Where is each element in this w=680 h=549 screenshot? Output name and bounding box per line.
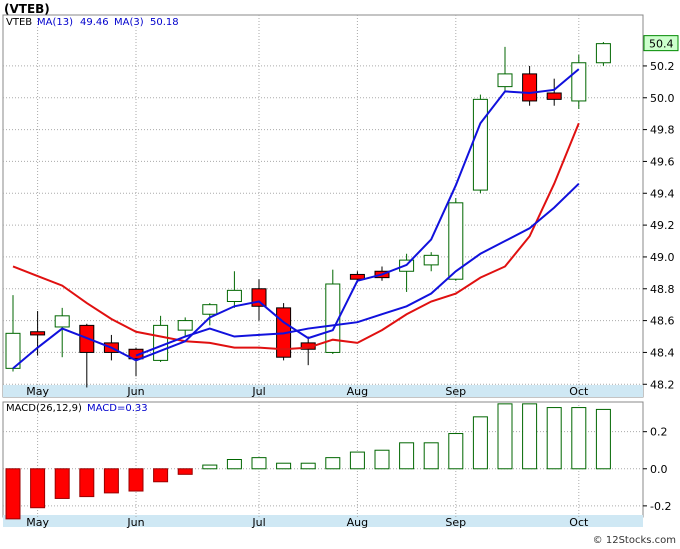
legend-ma3-label: MA(3) (114, 17, 144, 28)
price-tick-label: 48.8 (650, 283, 675, 296)
candle-body (472, 98, 488, 191)
month-label: Jul (251, 385, 265, 398)
macd-bar (54, 468, 70, 499)
ma13-line (135, 182, 580, 357)
price-tick-label: 49.0 (650, 251, 675, 264)
macd-bar (276, 462, 292, 470)
month-label: Oct (569, 516, 589, 529)
macd-bars (5, 403, 611, 520)
month-label: Jun (126, 516, 144, 529)
price-panel-frame (2, 14, 644, 398)
month-label: Oct (569, 385, 589, 398)
price-tick-label: 48.4 (650, 346, 675, 359)
chart-title: (VTEB) (4, 2, 50, 16)
last-price-label: 50.4 (649, 38, 674, 51)
candle-body (226, 289, 242, 303)
ma-line-red (12, 122, 580, 351)
month-label: May (26, 385, 49, 398)
macd-bar (103, 468, 119, 494)
candle-body (251, 288, 267, 307)
month-label: Aug (347, 516, 368, 529)
candle-body (448, 202, 464, 280)
candle-body (571, 62, 587, 102)
month-label: Aug (347, 385, 368, 398)
ma3-line (12, 68, 580, 370)
macd-bar (251, 457, 267, 470)
macd-bar (522, 403, 538, 470)
macd-bar (300, 462, 316, 470)
price-date-strip (3, 385, 643, 397)
price-tick-label: 48.6 (650, 315, 675, 328)
macd-bar (374, 449, 390, 470)
month-label: May (26, 516, 49, 529)
candle-body (349, 273, 365, 280)
macd-bar (399, 442, 415, 470)
candle-body (497, 73, 513, 88)
macd-bar (546, 407, 562, 470)
price-tick-label: 50.0 (650, 92, 675, 105)
macd-tick-label: 0.0 (650, 463, 668, 476)
candle-body (423, 254, 439, 266)
macd-bar (595, 408, 611, 470)
candle-body (54, 315, 70, 328)
macd-bar (325, 457, 341, 470)
macd-bar (202, 464, 218, 470)
macd-value: MACD=0.33 (87, 403, 148, 414)
watermark: © 12Stocks.com (593, 535, 676, 546)
last-price-badge (643, 35, 679, 52)
candle-body (595, 43, 611, 64)
macd-tick-label: -0.2 (650, 500, 671, 513)
macd-tick-label: 0.2 (650, 426, 668, 439)
macd-bar (226, 459, 242, 470)
macd-bar (571, 407, 587, 470)
legend-ma13-label: MA(13) (37, 17, 73, 28)
macd-bar (177, 468, 193, 475)
candle-body (202, 304, 218, 315)
macd-bar (5, 468, 21, 520)
macd-bar (153, 468, 169, 483)
macd-bar (79, 468, 95, 498)
macd-bar (448, 433, 464, 470)
moving-averages (12, 68, 580, 370)
legend-ma13-value: 49.46 (80, 17, 109, 28)
macd-bar (128, 468, 144, 492)
month-label: Sep (445, 516, 466, 529)
candle-body (153, 324, 169, 361)
macd-bar (497, 403, 513, 470)
price-tick-label: 49.2 (650, 219, 675, 232)
candle-body (128, 348, 144, 360)
macd-bar (349, 451, 365, 470)
macd-bar (30, 468, 46, 509)
price-tick-label: 49.6 (650, 155, 675, 168)
macd-bar (472, 416, 488, 470)
month-label: Jul (251, 516, 265, 529)
candle-body (30, 331, 46, 336)
month-label: Jun (126, 385, 144, 398)
price-grid (3, 65, 647, 507)
candle-body (177, 320, 193, 331)
axis-labels: 48.2 48.4 48.6 48.8 49.0 49.2 49.4 49.6 49.8 50.0… (6, 17, 679, 546)
legend-symbol: VTEB (6, 17, 32, 28)
price-tick-label: 48.2 (650, 378, 675, 391)
price-tick-label: 49.4 (650, 187, 675, 200)
candle-body (522, 73, 538, 102)
macd-title: MACD(26,12,9) (6, 403, 82, 414)
price-tick-label: 50.2 (650, 60, 675, 73)
month-label: Sep (445, 385, 466, 398)
macd-bar (423, 442, 439, 470)
price-tick-label: 49.8 (650, 124, 675, 137)
macd-date-strip (3, 515, 643, 527)
candle-body (546, 92, 562, 100)
legend-ma3-value: 50.18 (150, 17, 179, 28)
